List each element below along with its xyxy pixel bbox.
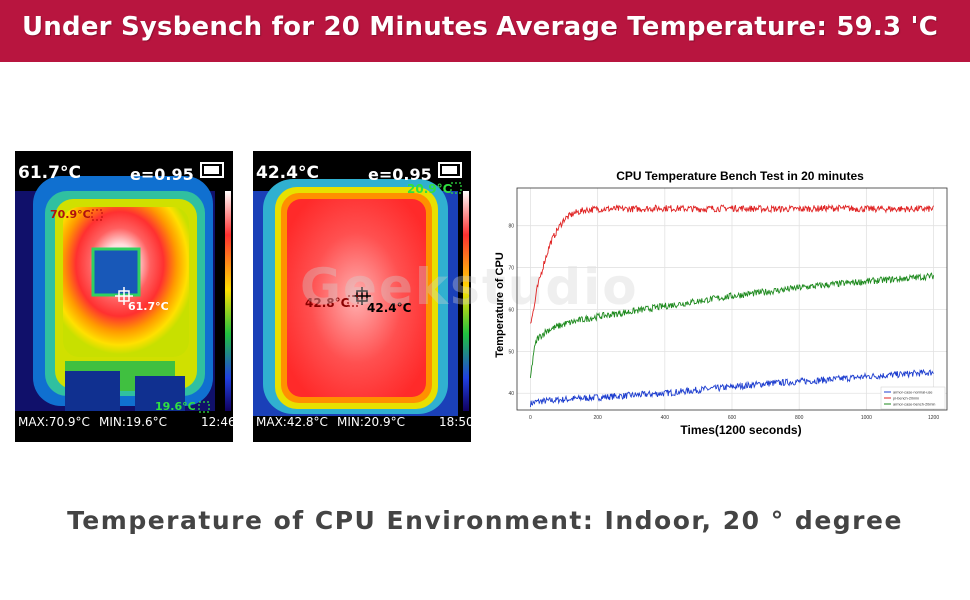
- thermal-left-cold-label: 19.6°C: [155, 400, 196, 413]
- chart-svg: CPU Temperature Bench Test in 20 minutes…: [494, 169, 948, 437]
- header-average-temperature: Average Temperature: 59.3 'C: [496, 12, 938, 42]
- thermal-left-min: MIN:19.6°C: [99, 415, 168, 429]
- thermal-right-cold-label: 20.9°C: [407, 182, 452, 196]
- thermal-left-center-temp: 61.7°C: [18, 163, 81, 183]
- x-tick-label: 800: [795, 415, 804, 421]
- x-tick-label: 200: [593, 415, 602, 421]
- x-tick-label: 0: [529, 415, 532, 421]
- chart-plot-frame: [516, 187, 948, 411]
- thermal-left-time: 12:46: [201, 415, 233, 429]
- chart-legend: armor-case-normal-use pi-bench-20min armor…: [880, 386, 946, 410]
- thermal-right-max: MAX:42.8°C: [256, 415, 328, 429]
- x-tick-label: 600: [728, 415, 737, 421]
- thermal-board-graphic: [15, 151, 233, 442]
- legend-entry: armor-case-bench-20min: [893, 403, 935, 407]
- environment-caption: Temperature of CPU Environment: Indoor, …: [67, 506, 903, 535]
- chart-ticks: 0 200 400 600 800 1000 1200 40 50 60 70 80: [508, 224, 939, 421]
- header-banner: Under Sysbench for 20 Minutes Average Te…: [0, 0, 970, 62]
- thermal-right-emissivity: e=0.95: [368, 165, 432, 184]
- thermal-image-board: 61.7°C e=0.95 70.9°C 61.7°C 19.6°C MAX:7…: [15, 151, 233, 442]
- series-line-2: [529, 272, 935, 378]
- chart-y-axis-label: Temperature of CPU: [494, 252, 506, 358]
- thermal-case-graphic: [253, 151, 471, 442]
- chart-series: [529, 203, 935, 408]
- legend-entry: armor-case-normal-use: [893, 391, 932, 395]
- hot-spot-marker-icon: [91, 209, 103, 221]
- cpu-temperature-chart: CPU Temperature Bench Test in 20 minutes…: [493, 160, 970, 450]
- chart-grid: [517, 188, 947, 410]
- y-tick-label: 60: [508, 307, 514, 313]
- cold-spot-marker-icon: [450, 182, 462, 194]
- cold-spot-marker-icon: [198, 401, 210, 413]
- thermal-left-hot-label: 70.9°C: [50, 208, 91, 221]
- thermal-left-max: MAX:70.9°C: [18, 415, 90, 429]
- y-tick-label: 50: [508, 349, 514, 355]
- thermal-right-hot-label: 42.8°C: [305, 296, 350, 310]
- x-tick-label: 400: [661, 415, 670, 421]
- thermal-right-center-temp: 42.4°C: [256, 163, 319, 183]
- y-tick-label: 40: [508, 391, 514, 397]
- hot-spot-marker-icon: [347, 295, 359, 307]
- thermal-left-emissivity: e=0.95: [130, 165, 194, 184]
- legend-box: [880, 386, 946, 410]
- chart-title: CPU Temperature Bench Test in 20 minutes: [616, 169, 864, 183]
- y-tick-label: 80: [508, 224, 514, 230]
- y-tick-label: 70: [508, 266, 514, 272]
- thermal-left-center-label: 61.7°C: [128, 300, 169, 313]
- crosshair-icon: [115, 287, 133, 305]
- series-line-1: [530, 203, 934, 324]
- chart-x-axis-label: Times(1200 seconds): [680, 423, 801, 437]
- x-tick-label: 1200: [928, 415, 939, 421]
- thermal-image-case: 42.4°C e=0.95 20.9°C 42.8°C 42.4°C MAX:4…: [253, 151, 471, 442]
- x-tick-label: 1000: [861, 415, 872, 421]
- thermal-right-center-label: 42.4°C: [367, 301, 412, 315]
- legend-entry: pi-bench-20min: [893, 397, 919, 401]
- thermal-right-min: MIN:20.9°C: [337, 415, 406, 429]
- header-left-title: Under Sysbench for 20 Minutes: [22, 12, 489, 42]
- thermal-right-time: 18:50: [439, 415, 471, 429]
- series-line-0: [529, 368, 934, 408]
